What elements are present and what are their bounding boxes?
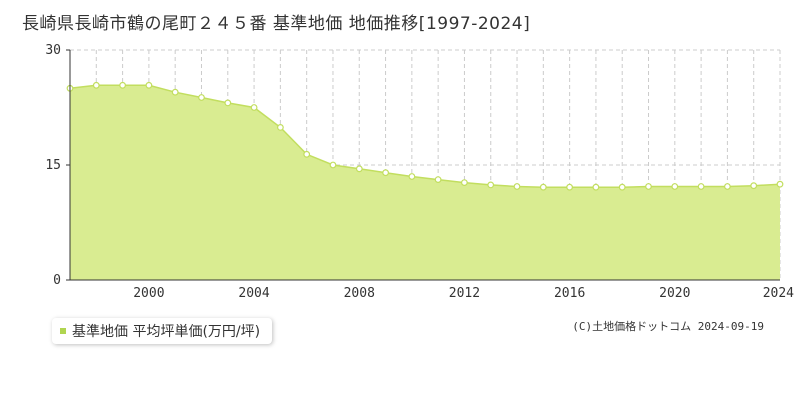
data-point (119, 81, 126, 89)
data-point (224, 99, 232, 107)
series-line (69, 84, 781, 188)
data-point (303, 150, 311, 158)
legend-label: 基準地価 平均坪単価(万円/坪) (72, 324, 261, 340)
data-point (513, 183, 521, 190)
data-point (250, 104, 258, 111)
data-point (487, 181, 495, 189)
x-tick-label: 2004 (238, 286, 269, 301)
x-tick-label: 2016 (554, 286, 585, 301)
data-point (355, 165, 363, 173)
y-tick-label: 15 (45, 158, 61, 173)
x-tick-label: 2024 (763, 286, 794, 301)
tick-labels: 0 15 30 2000 2004 2008 2012 2016 2020 2024 (45, 43, 794, 301)
x-tick-label: 2008 (344, 286, 375, 301)
data-point (92, 81, 100, 89)
data-point (671, 183, 679, 190)
chart-title: 長崎県長崎市鶴の尾町２４５番 基準地価 地価推移[1997-2024] (22, 14, 531, 34)
data-point (618, 183, 626, 191)
series-area (70, 85, 780, 280)
data-point (277, 123, 284, 131)
data-point (171, 88, 179, 96)
data-point (382, 169, 390, 177)
data-point (592, 183, 600, 191)
data-point (408, 173, 416, 180)
legend-swatch-icon (60, 328, 66, 334)
data-point (697, 183, 705, 190)
data-point (145, 81, 153, 89)
legend: 基準地価 平均坪単価(万円/坪) (52, 318, 273, 344)
data-point (776, 180, 784, 188)
data-point (461, 179, 468, 187)
data-point (434, 176, 442, 184)
data-points (66, 81, 784, 191)
x-tick-label: 2000 (133, 286, 164, 301)
data-point (566, 183, 573, 191)
data-point (750, 182, 758, 190)
copyright-text: (C)土地価格ドットコム 2024-09-19 (572, 320, 764, 333)
data-point (645, 183, 652, 190)
data-point (724, 183, 731, 190)
data-point (198, 94, 205, 101)
y-tick-label: 30 (45, 43, 61, 58)
x-tick-label: 2020 (659, 286, 690, 301)
data-point (329, 161, 337, 169)
y-tick-label: 0 (53, 273, 61, 288)
data-point (539, 183, 547, 191)
x-tick-label: 2012 (449, 286, 480, 301)
